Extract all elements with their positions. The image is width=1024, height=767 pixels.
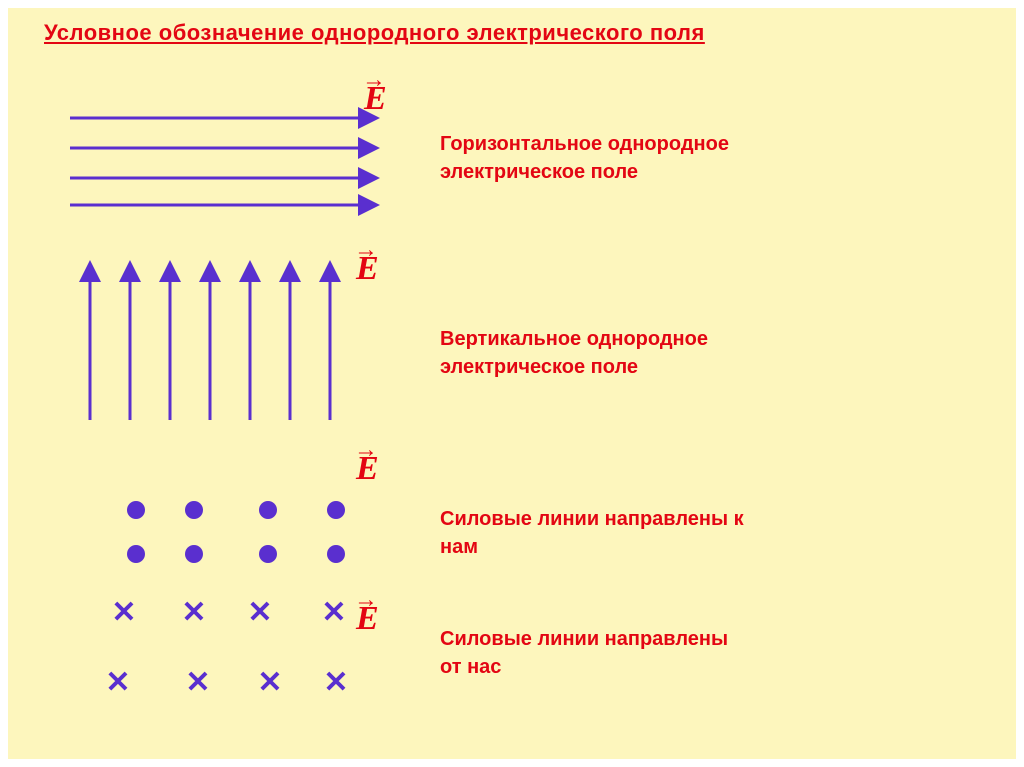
field-cross-icon: ✕ <box>109 595 139 630</box>
caption-dots-line2: нам <box>440 536 478 558</box>
field-cross-icon: ✕ <box>255 665 285 700</box>
field-dot-icon <box>127 501 145 519</box>
vector-symbol-E-vert: E <box>356 250 379 288</box>
caption-vert-line1: Вертикальное однородное <box>440 328 708 350</box>
caption-cross-line2: от нас <box>440 656 501 678</box>
field-dot-icon <box>185 501 203 519</box>
caption-dots: Силовые линии направлены к нам <box>440 505 744 561</box>
caption-vertical: Вертикальное однородное электрическое по… <box>440 325 708 381</box>
caption-vert-line2: электрическое поле <box>440 356 638 378</box>
field-cross-icon: ✕ <box>183 665 213 700</box>
field-dot-icon <box>259 545 277 563</box>
field-dot-icon <box>127 545 145 563</box>
field-dot-icon <box>327 545 345 563</box>
field-dot-icon <box>259 501 277 519</box>
vector-symbol-E-cross: E <box>356 600 379 638</box>
field-cross-icon: ✕ <box>245 595 275 630</box>
caption-dots-line1: Силовые линии направлены к <box>440 508 744 530</box>
field-cross-icon: ✕ <box>103 665 133 700</box>
field-cross-icon: ✕ <box>179 595 209 630</box>
caption-cross-line1: Силовые линии направлены <box>440 628 728 650</box>
caption-cross: Силовые линии направлены от нас <box>440 625 728 681</box>
field-dot-icon <box>327 501 345 519</box>
field-cross-icon: ✕ <box>321 665 351 700</box>
vector-symbol-E-dots: E <box>356 450 379 488</box>
field-dot-icon <box>185 545 203 563</box>
field-cross-icon: ✕ <box>319 595 349 630</box>
